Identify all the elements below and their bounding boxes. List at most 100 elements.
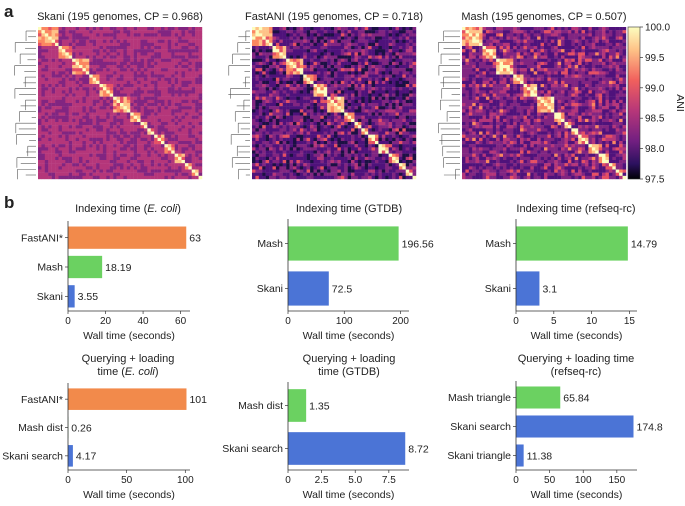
x-tick-label: 200 (392, 316, 409, 327)
x-axis-label: Wall time (seconds) (83, 489, 175, 501)
bar-chart-title: Querying + loading time (518, 353, 634, 365)
category-label: Mash dist (18, 422, 63, 434)
x-tick-label: 10 (586, 316, 598, 327)
x-tick-label: 50 (121, 475, 133, 486)
value-label: 63 (189, 232, 201, 244)
bar-mash (68, 255, 103, 279)
x-tick-label: 2.5 (315, 475, 329, 486)
bar-chart-title-line2: time (GTDB) (318, 366, 380, 378)
category-label: FastANI* (21, 232, 63, 244)
x-tick-label: 150 (608, 475, 625, 486)
bar-chart-title: Querying + loading (82, 353, 175, 365)
heatmap-title: Mash (195 genomes, CP = 0.507) (461, 11, 626, 23)
colorbar-tick-label: 97.5 (645, 175, 665, 186)
bar-chart-title-line2: (refseq-rc) (551, 366, 602, 378)
value-label: 196.56 (402, 238, 434, 250)
value-label: 11.38 (527, 450, 553, 462)
x-tick-label: 0 (285, 475, 291, 486)
bar-chart-6: Querying + loading time(refseq-rc) Mash t… (447, 353, 663, 501)
x-axis-label: Wall time (seconds) (531, 330, 623, 342)
category-label: Skani search (222, 443, 283, 455)
bar-mash (288, 226, 399, 261)
bar-mash (516, 226, 628, 261)
panel-label-a: a (4, 2, 14, 21)
ani-colorbar: 100.0 99.5 99.0 98.5 98.0 97.5 ANI (627, 23, 685, 186)
category-label: Mash dist (238, 400, 283, 412)
category-label: FastANI* (21, 394, 63, 406)
bar-fastani- (68, 388, 187, 410)
x-tick-label: 0 (513, 316, 519, 327)
heatmap-1: Skani (195 genomes, CP = 0.968) (14, 11, 203, 180)
x-tick-label: 100 (177, 475, 194, 486)
x-tick-label: 0 (65, 475, 71, 486)
x-tick-label: 20 (100, 316, 112, 327)
x-axis-label: Wall time (seconds) (303, 330, 395, 342)
x-tick-label: 50 (544, 475, 556, 486)
bar-skani (288, 271, 329, 306)
bar-chart-title: Querying + loading (303, 353, 396, 365)
heatmap-3: Mash (195 genomes, CP = 0.507) (438, 11, 627, 180)
bar-fastani- (68, 226, 187, 249)
x-tick-label: 0 (513, 475, 519, 486)
bar-skani-search (516, 415, 634, 438)
colorbar-tick-label: 98.5 (645, 114, 665, 125)
category-label: Mash (485, 238, 511, 250)
bar-skani (516, 271, 540, 306)
bar-chart-title: Indexing time (E. coli) (75, 203, 181, 215)
heatmap-cells (252, 27, 417, 180)
value-label: 3.1 (542, 283, 557, 295)
bar-mash-triangle (516, 386, 561, 409)
category-label: Mash (257, 238, 283, 250)
colorbar-gradient (627, 26, 641, 180)
colorbar-tick-label: 98.0 (645, 144, 665, 155)
x-tick-label: 15 (624, 316, 636, 327)
dendrogram (14, 30, 36, 180)
x-tick-label: 0 (65, 316, 71, 327)
dendrogram (228, 30, 250, 180)
panel-label-b: b (4, 193, 14, 212)
bar-chart-title: Indexing time (refseq-rc) (516, 203, 635, 215)
category-label: Skani search (2, 450, 63, 462)
bar-skani-search (288, 432, 406, 465)
value-label: 4.17 (76, 451, 97, 463)
bar-chart-panel: Indexing time (E. coli) FastANI* 63 Mash 18.… (2, 203, 663, 501)
x-tick-label: 7.5 (382, 475, 396, 486)
dendrogram (438, 30, 460, 180)
category-label: Skani triangle (447, 450, 511, 462)
heatmap-2: FastANI (195 genomes, CP = 0.718) (228, 11, 423, 180)
value-label: 8.72 (408, 443, 429, 455)
value-label: 14.79 (631, 238, 657, 250)
bar-chart-title: Indexing time (GTDB) (296, 203, 402, 215)
value-label: 65.84 (563, 392, 589, 404)
x-tick-label: 100 (336, 316, 353, 327)
category-label: Skani (37, 291, 63, 303)
bar-chart-2: Indexing time (GTDB) Mash 196.56 Skani 72.5 0… (257, 203, 434, 342)
x-axis-label: Wall time (seconds) (303, 489, 395, 501)
bar-skani (68, 285, 75, 308)
heatmap-cells (462, 27, 627, 180)
x-tick-label: 60 (175, 316, 187, 327)
x-tick-label: 5 (551, 316, 557, 327)
bar-skani-search (68, 445, 73, 467)
heatmap-title: Skani (195 genomes, CP = 0.968) (37, 11, 203, 23)
x-tick-label: 40 (138, 316, 150, 327)
heatmap-panel: Skani (195 genomes, CP = 0.968) FastANI (… (14, 11, 627, 180)
colorbar-tick-label: 99.0 (645, 83, 665, 94)
x-axis-label: Wall time (seconds) (531, 489, 623, 501)
value-label: 18.19 (105, 262, 131, 274)
colorbar-tick-label: 99.5 (645, 53, 665, 64)
heatmap-cells (38, 27, 203, 180)
colorbar-tick-label: 100.0 (645, 23, 670, 34)
heatmap-title: FastANI (195 genomes, CP = 0.718) (245, 11, 423, 23)
bar-mash-dist (288, 389, 307, 422)
value-label: 174.8 (637, 421, 663, 433)
value-label: 1.35 (309, 400, 330, 412)
bar-skani-triangle (516, 444, 524, 467)
bar-chart-3: Indexing time (refseq-rc) Mash 14.79 Skani 3… (485, 203, 658, 342)
value-label: 0.26 (71, 422, 92, 434)
category-label: Skani (485, 283, 511, 295)
category-label: Mash triangle (448, 392, 511, 404)
